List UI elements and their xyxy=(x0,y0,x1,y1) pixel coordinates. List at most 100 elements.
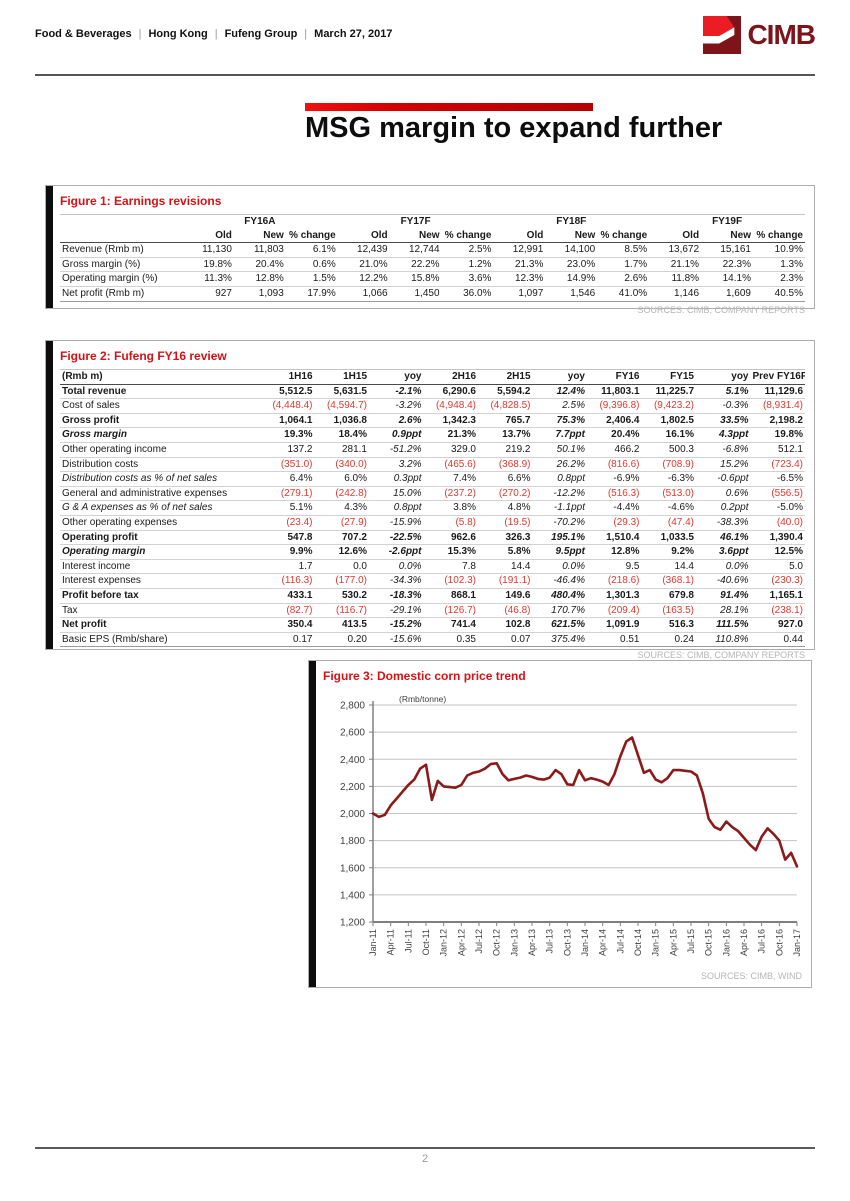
table-cell: 11,130 xyxy=(182,242,234,258)
table-cell: 22.3% xyxy=(701,257,753,273)
table-cell: 15.3% xyxy=(423,544,478,560)
column-header: FY16 xyxy=(587,369,642,385)
table-cell: (8,931.4) xyxy=(750,398,805,414)
table-cell: 512.1 xyxy=(750,442,805,458)
price-line xyxy=(371,736,799,868)
table-cell: 3.6% xyxy=(441,271,494,287)
table-cell: (4,948.4) xyxy=(423,398,478,414)
row-label: Gross margin xyxy=(60,427,260,443)
cimb-logo-text: CIMB xyxy=(747,19,816,50)
row-label: Net profit xyxy=(60,617,260,633)
table-cell: -70.2% xyxy=(532,515,587,531)
table-cell: 28.1% xyxy=(696,603,751,619)
table-cell: 1,450 xyxy=(389,286,442,302)
row-label: Tax xyxy=(60,603,260,619)
table-cell: 1.3% xyxy=(752,257,805,273)
row-label: Operating profit xyxy=(60,530,260,546)
table-cell: 1,342.3 xyxy=(423,413,478,429)
table-cell: 1,390.4 xyxy=(750,530,805,546)
figure1-content: Figure 1: Earnings revisions FY16A FY17F F… xyxy=(60,191,805,315)
table-cell: 765.7 xyxy=(478,413,533,429)
table-cell: 14.1% xyxy=(701,271,753,287)
table-cell: 0.0 xyxy=(314,559,369,575)
table-cell: (5.8) xyxy=(423,515,478,531)
table-cell: 3.8% xyxy=(423,500,478,516)
table-cell: 36.0% xyxy=(441,286,494,302)
table-cell: -29.1% xyxy=(369,603,424,619)
table-cell: (209.4) xyxy=(587,603,642,619)
table-cell: 14.4 xyxy=(478,559,533,575)
table-cell: -34.3% xyxy=(369,573,424,589)
row-label: Gross margin (%) xyxy=(60,257,182,273)
fig1-sub-header-row: Old New% change Old New% change Old New% chan… xyxy=(60,228,805,244)
table-cell: (4,594.7) xyxy=(314,398,369,414)
table-cell: 5.1% xyxy=(696,384,751,400)
table-cell: 6.0% xyxy=(314,471,369,487)
table-cell: 12,439 xyxy=(337,242,390,258)
table-cell: (340.0) xyxy=(314,457,369,473)
corner-cell xyxy=(60,228,182,244)
row-label: Total revenue xyxy=(60,384,260,400)
footer-rule xyxy=(35,1147,815,1149)
column-header: 1H15 xyxy=(314,369,369,385)
cimb-logo-icon xyxy=(703,16,742,54)
table-cell: 137.2 xyxy=(260,442,315,458)
x-tick-label: Oct-13 xyxy=(562,929,572,956)
table-cell: 6.6% xyxy=(478,471,533,487)
table-cell: (191.1) xyxy=(478,573,533,589)
table-cell: 12.8% xyxy=(233,271,286,287)
table-cell: 40.5% xyxy=(752,286,805,302)
table-row: Interest expenses (116.3) (177.0) -34.3% (10… xyxy=(60,573,805,589)
table-cell: 11,225.7 xyxy=(641,384,696,400)
table-cell: 20.4% xyxy=(233,257,286,273)
table-cell: 6.4% xyxy=(260,471,315,487)
table-cell: -6.5% xyxy=(750,471,805,487)
table-cell: 17.9% xyxy=(285,286,338,302)
table-cell: 2.5% xyxy=(532,398,587,414)
table-cell: (47.4) xyxy=(641,515,696,531)
x-tick-label: Jan-11 xyxy=(368,929,378,956)
column-header: New xyxy=(389,228,442,244)
table-cell: 12.3% xyxy=(493,271,546,287)
table-cell: 5,631.5 xyxy=(314,384,369,400)
table-cell: 679.8 xyxy=(641,588,696,604)
table-cell: (177.0) xyxy=(314,573,369,589)
page-title: MSG margin to expand further xyxy=(305,112,723,144)
table-cell: (242.8) xyxy=(314,486,369,502)
x-tick-label: Apr-11 xyxy=(386,929,396,955)
table-cell: 19.3% xyxy=(260,427,315,443)
table-cell: -22.5% xyxy=(369,530,424,546)
table-cell: 13,672 xyxy=(649,242,702,258)
y-axis-unit-label: (Rmb/tonne) xyxy=(399,694,446,704)
group-header: FY17F xyxy=(400,216,431,227)
table-cell: 5,594.2 xyxy=(478,384,533,400)
table-cell: -2.6ppt xyxy=(369,544,424,560)
fig1-group-header-row: FY16A FY17F FY18F FY19F xyxy=(60,215,805,229)
table-row: Operating margin 9.9% 12.6% -2.6ppt 15.3% 5.8… xyxy=(60,544,805,560)
table-row: Tax (82.7) (116.7) -29.1% (126.7) (46.8) 170.7… xyxy=(60,603,805,619)
table-cell: 2.5% xyxy=(441,242,494,258)
table-cell: 0.0% xyxy=(696,559,751,575)
row-label: Profit before tax xyxy=(60,588,260,604)
row-label: Operating margin (%) xyxy=(60,271,182,287)
x-tick-label: Jan-17 xyxy=(792,929,802,957)
table-cell: 5.0 xyxy=(750,559,805,575)
table-cell: (368.1) xyxy=(641,573,696,589)
table-cell: (218.6) xyxy=(587,573,642,589)
row-label: Revenue (Rmb m) xyxy=(60,242,182,258)
meta-separator: | xyxy=(304,28,308,40)
table-cell: 12.4% xyxy=(532,384,587,400)
y-tick-label: 2,600 xyxy=(340,728,365,739)
row-label: Basic EPS (Rmb/share) xyxy=(60,632,260,648)
table-cell: 326.3 xyxy=(478,530,533,546)
table-cell: 149.6 xyxy=(478,588,533,604)
table-cell: (516.3) xyxy=(587,486,642,502)
table-cell: (126.7) xyxy=(423,603,478,619)
row-label: Distribution costs xyxy=(60,457,260,473)
y-tick-label: 2,200 xyxy=(340,782,365,793)
table-cell: 1,146 xyxy=(649,286,702,302)
table-cell: 13.7% xyxy=(478,427,533,443)
x-tick-label: Jul-12 xyxy=(474,929,484,954)
table-cell: 1,609 xyxy=(701,286,753,302)
table-cell: (40.0) xyxy=(750,515,805,531)
